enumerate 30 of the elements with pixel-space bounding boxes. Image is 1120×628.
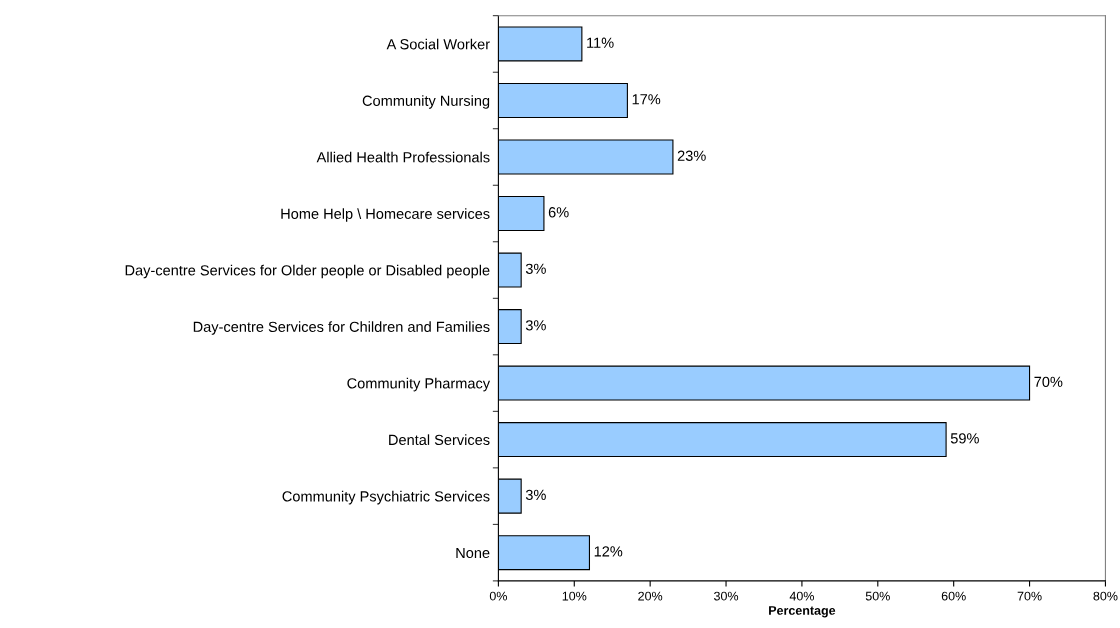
y-tick-label: A Social Worker bbox=[386, 38, 490, 50]
data-label: 6% bbox=[548, 207, 569, 218]
data-label: 12% bbox=[594, 546, 623, 557]
data-label: 11% bbox=[587, 37, 614, 48]
data-label: 3% bbox=[525, 320, 546, 331]
y-tick-label: Community Pharmacy bbox=[347, 377, 491, 392]
y-tick-label: Home Help \ Homecare services bbox=[281, 208, 490, 222]
x-tick-label: 70% bbox=[1017, 591, 1042, 601]
data-label: 70% bbox=[1034, 376, 1063, 387]
x-tick-label: 20% bbox=[638, 591, 663, 601]
data-label: 23% bbox=[677, 150, 706, 161]
y-tick-label: Day-centre Services for Children and Families bbox=[193, 321, 490, 335]
data-label: 17% bbox=[632, 94, 661, 105]
x-tick-label: 60% bbox=[941, 591, 966, 601]
x-tick-label: 10% bbox=[562, 591, 587, 601]
y-tick-label: Community Nursing bbox=[362, 95, 490, 109]
x-tick-label: 40% bbox=[789, 591, 814, 601]
y-tick-label: Dental Services bbox=[389, 434, 490, 446]
x-axis-title: Percentage bbox=[769, 606, 836, 618]
data-label: 3% bbox=[525, 263, 546, 274]
y-tick-label: Community Psychiatric Services bbox=[282, 490, 490, 505]
y-tick-label: Day-centre Services for Older people or Disabled people bbox=[125, 264, 490, 279]
x-tick-label: 0% bbox=[489, 591, 507, 601]
data-label: 3% bbox=[525, 489, 546, 501]
y-tick-label: Allied Health Professionals bbox=[316, 151, 490, 163]
x-tick-label: 80% bbox=[1093, 591, 1118, 601]
x-tick-label: 30% bbox=[714, 591, 739, 601]
y-tick-label: None bbox=[456, 547, 490, 559]
data-label: 59% bbox=[950, 433, 979, 444]
x-tick-label: 50% bbox=[865, 591, 890, 601]
